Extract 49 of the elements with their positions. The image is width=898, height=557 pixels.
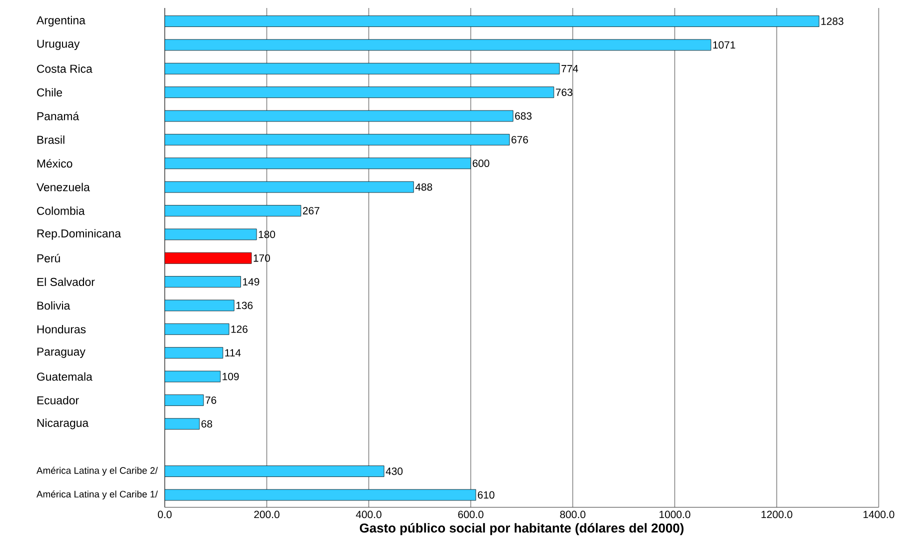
y-tick-label: Guatemala [37,372,92,381]
x-tick-label: 200.0 [254,510,280,518]
y-tick-label: Perú [37,254,60,262]
data-label: 68 [201,420,212,428]
data-label: 149 [243,278,260,286]
x-tick-label: 600.0 [458,510,484,518]
data-label: 683 [515,112,532,120]
y-tick-label: América Latina y el Caribe 2/ [36,466,158,476]
y-tick-label: Paraguay [37,348,86,358]
x-tick-label: 1200.0 [762,510,792,518]
data-label: 600 [472,160,490,167]
x-tick-label: 0.0 [158,510,172,518]
y-tick-label: Chile [37,88,62,96]
y-tick-label: Colombia [37,206,85,215]
x-tick-label: 800.0 [560,510,586,518]
data-label: 488 [415,183,432,191]
y-tick-label: Nicaragua [37,418,89,430]
y-tick-label: México [37,159,72,168]
y-tick-label: Brasil [37,135,64,144]
y-tick-label: Venezuela [36,182,90,192]
data-label: 109 [222,372,239,380]
x-tick-label: 1400.0 [864,510,894,518]
y-tick-label: Honduras [37,324,86,334]
y-tick-label: Rep.Dominicana [37,229,122,240]
x-tick-label: 400.0 [356,510,382,518]
data-label: 76 [206,396,216,404]
data-label: 180 [258,230,276,238]
y-tick-label: Panamá [37,112,80,120]
data-label: 1071 [713,41,736,49]
y-tick-label: América Latina y el Caribe 1/ [36,490,158,500]
data-label: 1283 [821,17,844,25]
data-label: 610 [478,491,494,499]
y-tick-label: Costa Rica [37,64,92,73]
data-label: 126 [231,325,248,333]
data-label: 774 [562,64,578,72]
data-label: 267 [302,206,320,214]
y-tick-label: Argentina [36,16,86,26]
x-axis-title: Gasto público social por habitante (dólares del 2000) [360,522,684,536]
data-label: 676 [512,136,528,144]
y-tick-label: El Salvador [37,278,95,286]
x-tick-label: 1000.0 [660,510,690,518]
y-tick-label: Uruguay [37,40,80,50]
data-label: 136 [236,302,253,310]
data-label: 430 [386,467,403,475]
y-tick-label: Ecuador [37,396,79,404]
y-tick-label: Bolivia [37,301,70,310]
data-label: 170 [254,254,270,262]
data-label: 114 [225,349,241,356]
data-label: 763 [556,88,572,96]
